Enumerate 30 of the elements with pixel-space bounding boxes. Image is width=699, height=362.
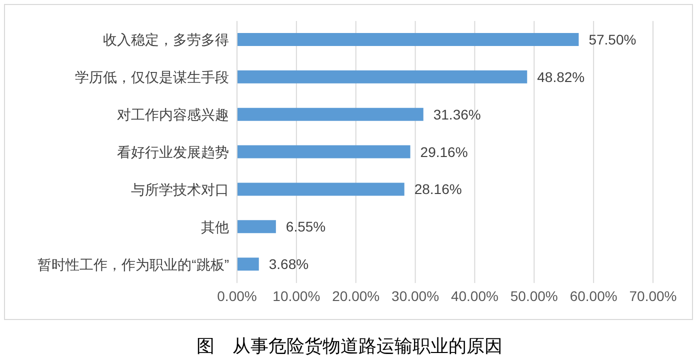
- data-label: 3.68%: [268, 256, 309, 272]
- bar: [237, 108, 424, 121]
- y-tick-label: 看好行业发展趋势: [117, 144, 229, 160]
- y-tick-label: 与所学技术对口: [131, 181, 229, 198]
- bar: [237, 33, 579, 46]
- text: 图 从事危险货物道路运输职业的原因: [196, 335, 504, 358]
- x-tick-label: 50.00%: [510, 288, 558, 304]
- bar: [237, 70, 528, 84]
- bar: [237, 182, 404, 196]
- data-label: 28.16%: [414, 181, 462, 198]
- data-label: 57.50%: [588, 31, 636, 48]
- data-label: 29.16%: [420, 144, 468, 160]
- bar: [237, 220, 276, 234]
- data-label: 48.82%: [537, 68, 585, 85]
- y-tick-label: 学历低，仅仅是谋生手段: [75, 69, 229, 86]
- x-tick-label: 20.00%: [332, 288, 380, 304]
- x-tick-label: 30.00%: [392, 288, 440, 304]
- x-tick-label: 70.00%: [629, 288, 677, 304]
- x-tick-label: 10.00%: [272, 288, 320, 304]
- y-tick-label: 其他: [201, 218, 229, 235]
- y-tick-label: 暂时性工作，作为职业的“跳板”: [38, 256, 230, 272]
- x-tick-label: 40.00%: [450, 288, 498, 304]
- x-tick-label: 60.00%: [570, 288, 618, 304]
- y-tick-label: 对工作内容感兴趣: [117, 106, 229, 123]
- y-tick-label: 收入稳定，多劳多得: [103, 32, 229, 48]
- x-tick-label: 0.00%: [217, 288, 257, 304]
- data-label: 6.55%: [286, 218, 326, 235]
- bar: [237, 258, 259, 271]
- data-label: 31.36%: [433, 106, 481, 122]
- bar: [237, 145, 410, 158]
